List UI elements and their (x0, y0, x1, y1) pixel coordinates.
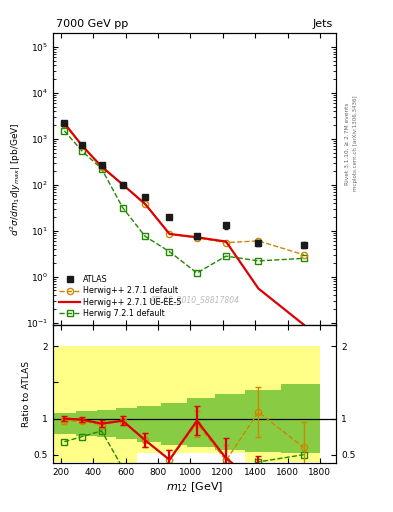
Text: 7000 GeV pp: 7000 GeV pp (56, 19, 128, 29)
Y-axis label: $d^2\sigma/dm_1d|y_{max}|$ [pb/GeV]: $d^2\sigma/dm_1d|y_{max}|$ [pb/GeV] (9, 122, 23, 236)
Text: Rivet 3.1.10, ≥ 2.7M events: Rivet 3.1.10, ≥ 2.7M events (345, 102, 350, 185)
Text: ATLAS_2010_S8817804: ATLAS_2010_S8817804 (149, 295, 240, 304)
Legend: ATLAS, Herwig++ 2.7.1 default, Herwig++ 2.7.1 UE-EE-5, Herwig 7.2.1 default: ATLAS, Herwig++ 2.7.1 default, Herwig++ … (57, 272, 184, 321)
Y-axis label: Ratio to ATLAS: Ratio to ATLAS (22, 361, 31, 427)
X-axis label: $m_{12}$ [GeV]: $m_{12}$ [GeV] (166, 480, 223, 494)
Text: mcplots.cern.ch [arXiv:1306.3436]: mcplots.cern.ch [arXiv:1306.3436] (353, 96, 358, 191)
Text: Jets: Jets (313, 19, 333, 29)
